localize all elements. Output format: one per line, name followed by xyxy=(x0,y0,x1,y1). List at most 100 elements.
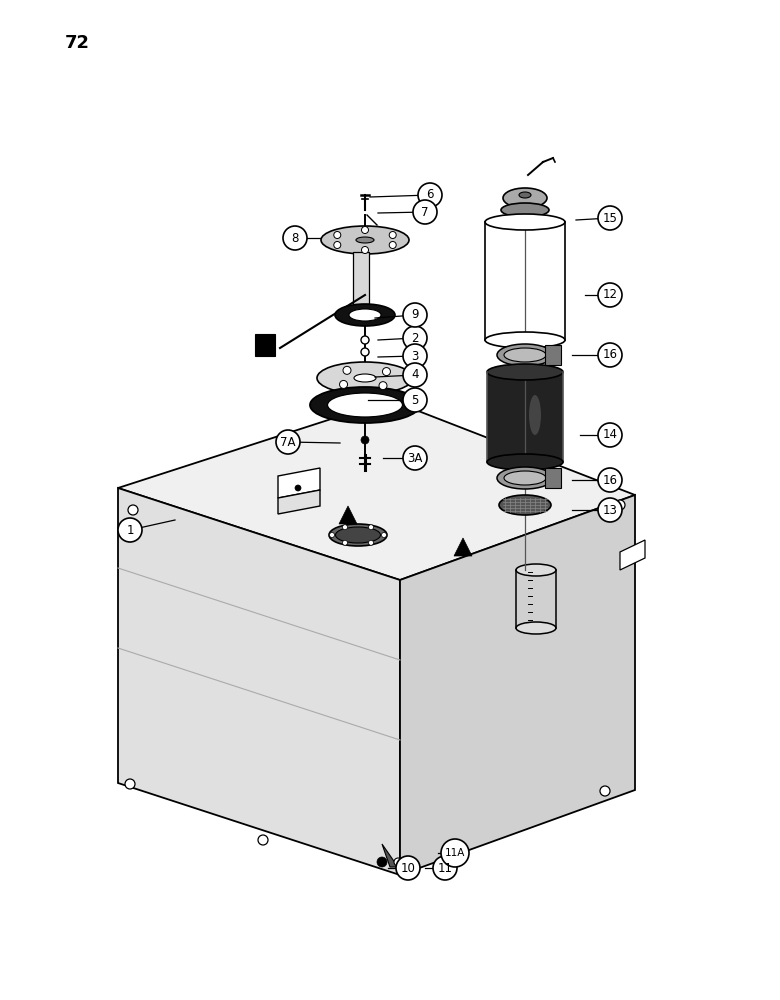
Ellipse shape xyxy=(321,226,409,254)
Ellipse shape xyxy=(504,348,546,362)
Text: 11: 11 xyxy=(438,861,452,874)
Ellipse shape xyxy=(356,237,374,243)
Circle shape xyxy=(600,786,610,796)
Text: 12: 12 xyxy=(602,288,618,302)
Text: 2: 2 xyxy=(411,332,419,344)
Text: 16: 16 xyxy=(602,349,618,361)
Ellipse shape xyxy=(497,344,553,366)
Polygon shape xyxy=(487,372,563,462)
Text: 1: 1 xyxy=(126,524,133,536)
Text: 7: 7 xyxy=(421,206,429,219)
Text: 10: 10 xyxy=(401,861,416,874)
Circle shape xyxy=(418,183,442,207)
Circle shape xyxy=(361,436,369,444)
Circle shape xyxy=(441,839,469,867)
Circle shape xyxy=(615,500,625,510)
Ellipse shape xyxy=(497,467,553,489)
Circle shape xyxy=(343,366,351,374)
Ellipse shape xyxy=(354,374,376,382)
Circle shape xyxy=(276,430,300,454)
Polygon shape xyxy=(339,506,357,524)
Circle shape xyxy=(598,423,622,447)
Text: 6: 6 xyxy=(426,188,434,202)
Ellipse shape xyxy=(487,364,563,380)
Text: 3A: 3A xyxy=(407,452,423,464)
Text: 15: 15 xyxy=(603,212,618,225)
Text: 4: 4 xyxy=(411,368,419,381)
Polygon shape xyxy=(118,488,400,875)
Circle shape xyxy=(125,779,135,789)
Ellipse shape xyxy=(485,332,565,348)
Circle shape xyxy=(368,540,374,545)
Polygon shape xyxy=(545,468,561,488)
Circle shape xyxy=(394,858,402,866)
Circle shape xyxy=(403,388,427,412)
Circle shape xyxy=(598,283,622,307)
Ellipse shape xyxy=(499,495,551,515)
Polygon shape xyxy=(278,468,320,498)
Circle shape xyxy=(598,206,622,230)
Text: 16: 16 xyxy=(602,474,618,487)
Circle shape xyxy=(368,525,374,530)
Circle shape xyxy=(403,363,427,387)
Circle shape xyxy=(339,380,348,388)
Ellipse shape xyxy=(516,564,556,576)
Ellipse shape xyxy=(529,395,541,435)
Ellipse shape xyxy=(501,203,549,217)
Circle shape xyxy=(381,532,387,538)
Circle shape xyxy=(283,226,307,250)
Text: 3: 3 xyxy=(411,350,419,362)
Circle shape xyxy=(329,532,335,538)
Ellipse shape xyxy=(329,524,387,546)
Circle shape xyxy=(598,498,622,522)
Ellipse shape xyxy=(519,192,531,198)
Circle shape xyxy=(413,200,437,224)
Polygon shape xyxy=(400,495,635,875)
Polygon shape xyxy=(255,334,275,356)
Text: 14: 14 xyxy=(602,428,618,442)
Ellipse shape xyxy=(485,214,565,230)
Polygon shape xyxy=(353,252,369,312)
Circle shape xyxy=(403,326,427,350)
Circle shape xyxy=(433,856,457,880)
Ellipse shape xyxy=(503,188,547,208)
Ellipse shape xyxy=(335,527,381,543)
Circle shape xyxy=(598,343,622,367)
Text: 72: 72 xyxy=(65,34,90,52)
Circle shape xyxy=(377,857,387,867)
Circle shape xyxy=(396,856,420,880)
Circle shape xyxy=(403,344,427,368)
Polygon shape xyxy=(620,540,645,570)
Circle shape xyxy=(334,232,341,238)
Circle shape xyxy=(361,227,368,233)
Polygon shape xyxy=(454,538,472,556)
Text: 7A: 7A xyxy=(280,436,296,448)
Circle shape xyxy=(258,835,268,845)
Circle shape xyxy=(342,525,348,530)
Ellipse shape xyxy=(504,471,546,485)
Ellipse shape xyxy=(310,387,420,423)
Ellipse shape xyxy=(335,304,395,326)
Circle shape xyxy=(382,368,391,376)
Circle shape xyxy=(598,468,622,492)
Circle shape xyxy=(379,382,387,390)
Circle shape xyxy=(128,505,138,515)
Circle shape xyxy=(361,348,369,356)
Circle shape xyxy=(295,485,301,491)
Text: 9: 9 xyxy=(411,308,419,322)
Circle shape xyxy=(361,246,368,253)
Ellipse shape xyxy=(328,393,402,417)
Circle shape xyxy=(342,540,348,545)
Polygon shape xyxy=(382,844,398,867)
Circle shape xyxy=(403,303,427,327)
Text: 13: 13 xyxy=(603,504,618,516)
Ellipse shape xyxy=(317,362,413,394)
Ellipse shape xyxy=(516,622,556,634)
Circle shape xyxy=(389,241,396,248)
Polygon shape xyxy=(118,400,635,580)
Polygon shape xyxy=(278,490,320,514)
Text: 5: 5 xyxy=(411,393,419,406)
Ellipse shape xyxy=(487,454,563,470)
Text: 11A: 11A xyxy=(445,848,465,858)
Text: 8: 8 xyxy=(291,232,299,244)
